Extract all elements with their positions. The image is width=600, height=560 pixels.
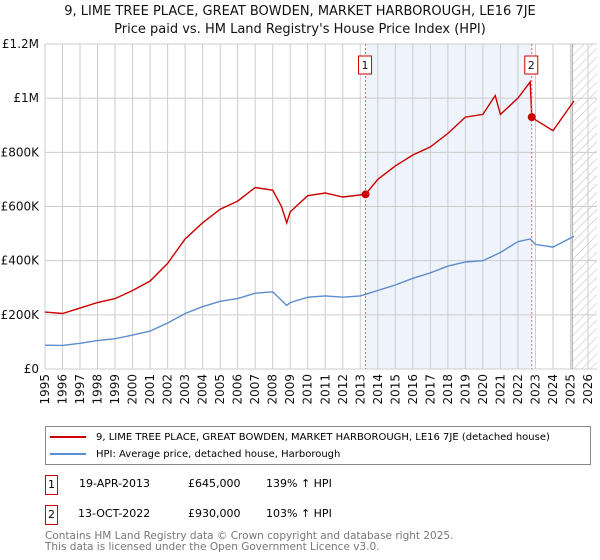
y-tick-label: £600K bbox=[1, 200, 41, 214]
x-tick-label: 2009 bbox=[283, 374, 297, 405]
y-tick-label: £400K bbox=[1, 254, 41, 268]
legend-red-line bbox=[50, 436, 86, 438]
sale-label-box bbox=[524, 55, 539, 75]
x-tick-label: 2023 bbox=[528, 374, 542, 405]
plot-area: 1995 1996 1997 1998 1999 2000 2001 2002 2003 2004… bbox=[1, 37, 597, 405]
x-tick-label: 2013 bbox=[353, 374, 367, 405]
sale-point bbox=[361, 190, 370, 199]
x-tick-label: 2022 bbox=[511, 374, 525, 405]
x-tick-label: 2014 bbox=[371, 374, 385, 405]
y-tick-label: £200K bbox=[1, 308, 41, 322]
sale-hpi: 139% ↑ HPI bbox=[266, 477, 332, 490]
sale-price: £930,000 bbox=[188, 507, 241, 520]
x-tick-label: 2007 bbox=[248, 374, 262, 405]
legend-hpi: HPI: Average price, detached house, Harb… bbox=[96, 448, 341, 460]
x-tick-label: 2000 bbox=[126, 374, 140, 405]
footer-line-2: This data is licensed under the Open Gov… bbox=[45, 541, 380, 553]
chart-title: 9, LIME TREE PLACE, GREAT BOWDEN, MARKET… bbox=[64, 4, 536, 19]
sale-label-box bbox=[358, 55, 373, 75]
sale-hpi: 103% ↑ HPI bbox=[266, 507, 332, 520]
y-tick-label: £0 bbox=[24, 362, 39, 376]
x-tick-label: 2026 bbox=[581, 374, 595, 405]
x-tick-label: 1999 bbox=[108, 374, 122, 405]
x-tick-label: 1995 bbox=[38, 374, 52, 405]
hpi-line bbox=[44, 235, 575, 347]
sale-point bbox=[527, 113, 536, 122]
x-tick-label: 2004 bbox=[196, 374, 210, 405]
x-tick-label: 1998 bbox=[91, 374, 105, 405]
x-tick-label: 2010 bbox=[301, 374, 315, 405]
y-tick-label: £1.2M bbox=[2, 37, 39, 51]
x-tick-label: 2015 bbox=[388, 374, 402, 405]
x-tick-label: 2024 bbox=[546, 374, 560, 405]
property-price-line bbox=[44, 79, 575, 315]
sale-date: 19-APR-2013 bbox=[79, 477, 151, 490]
footer-line-1: Contains HM Land Registry data © Crown c… bbox=[45, 530, 454, 542]
chart-subtitle: Price paid vs. HM Land Registry's House … bbox=[114, 22, 486, 37]
sale-date: 13-OCT-2022 bbox=[78, 507, 151, 520]
sale-row: 1 19-APR-2013 £645,000 139% ↑ HPI bbox=[45, 475, 445, 495]
x-tick-label: 2001 bbox=[143, 374, 157, 405]
x-tick-label: 2018 bbox=[441, 374, 455, 405]
x-tick-label: 2020 bbox=[476, 374, 490, 405]
x-tick-label: 2002 bbox=[161, 374, 175, 405]
sale-label: 2 bbox=[528, 59, 535, 72]
footer: Contains HM Land Registry data © Crown c… bbox=[45, 531, 453, 553]
x-tick-label: 2025 bbox=[563, 374, 577, 405]
x-tick-label: 2021 bbox=[493, 374, 507, 405]
x-tick-label: 2012 bbox=[336, 374, 350, 405]
y-tick-label: £1M bbox=[13, 91, 39, 105]
x-tick-label: 2006 bbox=[231, 374, 245, 405]
sale-badge: 2 bbox=[45, 505, 58, 525]
x-tick-label: 1997 bbox=[73, 374, 87, 405]
x-tick-label: 2008 bbox=[266, 374, 280, 405]
legend: 9, LIME TREE PLACE, GREAT BOWDEN, MARKET… bbox=[45, 426, 591, 465]
sale-row: 2 13-OCT-2022 £930,000 103% ↑ HPI bbox=[45, 505, 445, 525]
sale-price: £645,000 bbox=[188, 477, 241, 490]
sale-label: 1 bbox=[362, 59, 369, 72]
sale-badge: 1 bbox=[45, 475, 58, 495]
x-tick-label: 2005 bbox=[213, 374, 227, 405]
x-tick-label: 2016 bbox=[406, 374, 420, 405]
x-tick-label: 2019 bbox=[458, 374, 472, 405]
x-tick-label: 2003 bbox=[178, 374, 192, 405]
x-tick-label: 2011 bbox=[318, 374, 332, 405]
x-tick-label: 2017 bbox=[423, 374, 437, 405]
x-tick-label: 1996 bbox=[56, 374, 70, 405]
y-tick-label: £800K bbox=[1, 145, 41, 159]
legend-blue-line bbox=[50, 453, 86, 455]
legend-property: 9, LIME TREE PLACE, GREAT BOWDEN, MARKET… bbox=[96, 431, 550, 443]
